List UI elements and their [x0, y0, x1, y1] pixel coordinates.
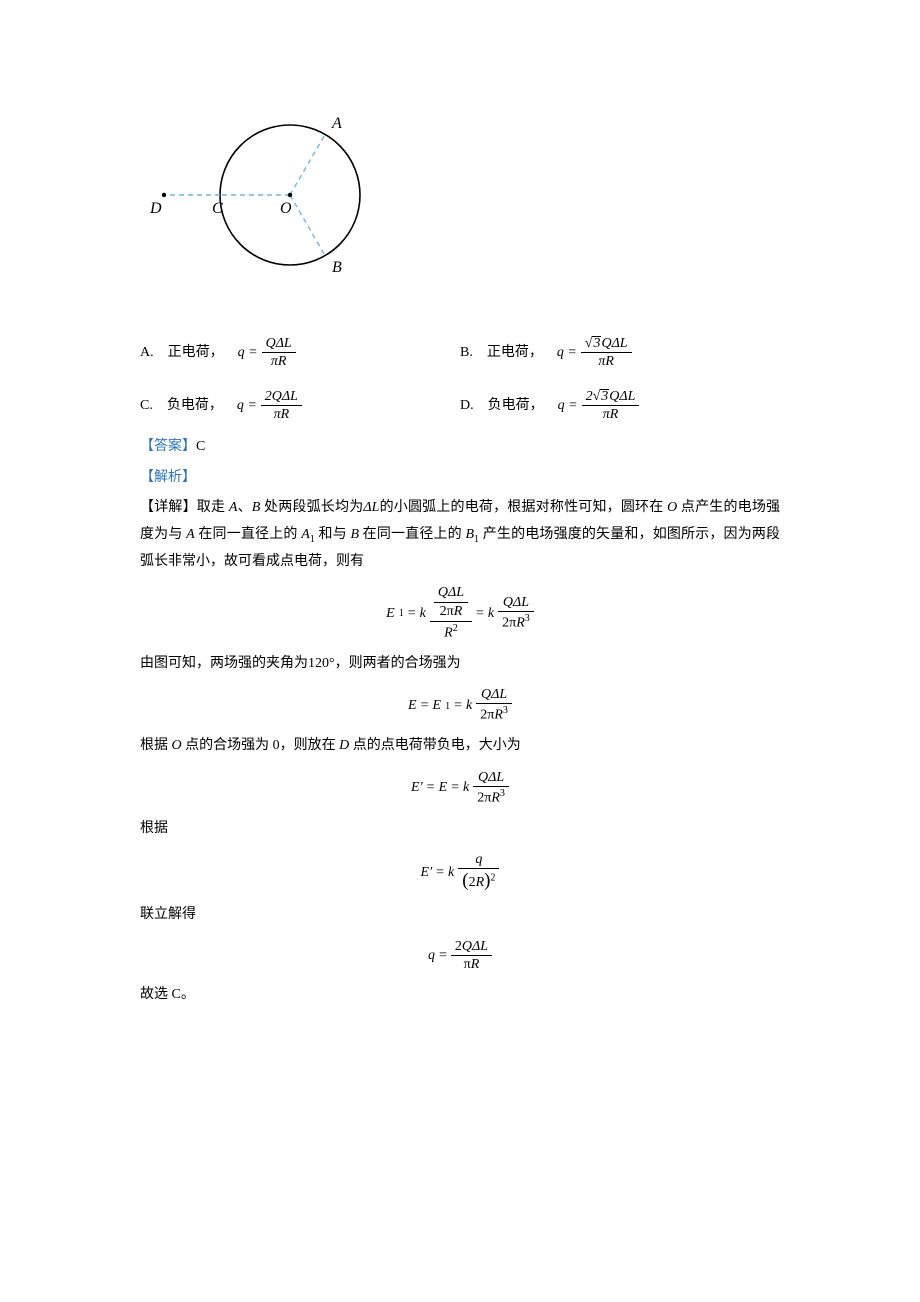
equation-5: q = 2QΔL πR — [140, 939, 780, 974]
choice-d: D. 负电荷， q = 23QΔLπR — [460, 389, 780, 424]
choice-c-eq: q = 2QΔLπR — [237, 389, 302, 424]
choice-a-text: 正电荷， — [168, 340, 224, 367]
choice-c-text: 负电荷， — [167, 393, 223, 420]
label-b: B — [332, 259, 342, 276]
choice-b-eq: q = 3QΔLπR — [557, 336, 632, 371]
explain-p2: 由图可知，两场强的夹角为120°，则两者的合场强为 — [140, 651, 780, 678]
explain-p5: 联立解得 — [140, 902, 780, 929]
explain-p1: 【详解】取走 A、B 处两段弧长均为ΔL的小圆弧上的电荷，根据对称性可知，圆环在… — [140, 495, 780, 575]
label-o: O — [280, 200, 292, 217]
explain-p6: 故选 C。 — [140, 982, 780, 1009]
explain-heading: 【解析】 — [140, 465, 780, 492]
choice-c: C. 负电荷， q = 2QΔLπR — [140, 389, 460, 424]
answer-label: 【答案】 — [140, 439, 196, 454]
explain-p3: 根据 O 点的合场强为 0，则放在 D 点的点电荷带负电，大小为 — [140, 733, 780, 760]
label-a: A — [331, 115, 342, 132]
choice-b: B. 正电荷， q = 3QΔLπR — [460, 336, 780, 371]
equation-1: E1 = k QΔL 2πR R2 = k QΔL 2πR3 — [140, 585, 780, 642]
choice-d-text: 负电荷， — [488, 393, 544, 420]
radius-ob — [290, 195, 325, 256]
radius-oa — [290, 134, 325, 195]
choice-b-text: 正电荷， — [487, 340, 543, 367]
diagram-figure: A B C D O — [150, 110, 780, 301]
answer-value: C — [196, 439, 205, 454]
explain-p4: 根据 — [140, 816, 780, 843]
choice-c-prefix: C. — [140, 393, 153, 420]
equation-3: E′ = E = k QΔL 2πR3 — [140, 770, 780, 808]
choice-d-eq: q = 23QΔLπR — [558, 389, 640, 424]
circle-diagram-svg: A B C D O — [150, 110, 390, 290]
choice-a-eq: q = QΔLπR — [238, 336, 296, 371]
answer-line: 【答案】C — [140, 434, 780, 461]
label-c: C — [212, 200, 223, 217]
point-d — [162, 193, 166, 197]
equation-4: E′ = k q (2R)2 — [140, 852, 780, 894]
choice-b-prefix: B. — [460, 340, 473, 367]
point-o — [288, 193, 292, 197]
choice-a-prefix: A. — [140, 340, 154, 367]
equation-2: E = E1 = k QΔL 2πR3 — [140, 687, 780, 725]
answer-choices: A. 正电荷， q = QΔLπR B. 正电荷， q = 3QΔLπR C. … — [140, 336, 780, 425]
choice-a: A. 正电荷， q = QΔLπR — [140, 336, 460, 371]
label-d: D — [150, 200, 162, 217]
choice-d-prefix: D. — [460, 393, 474, 420]
